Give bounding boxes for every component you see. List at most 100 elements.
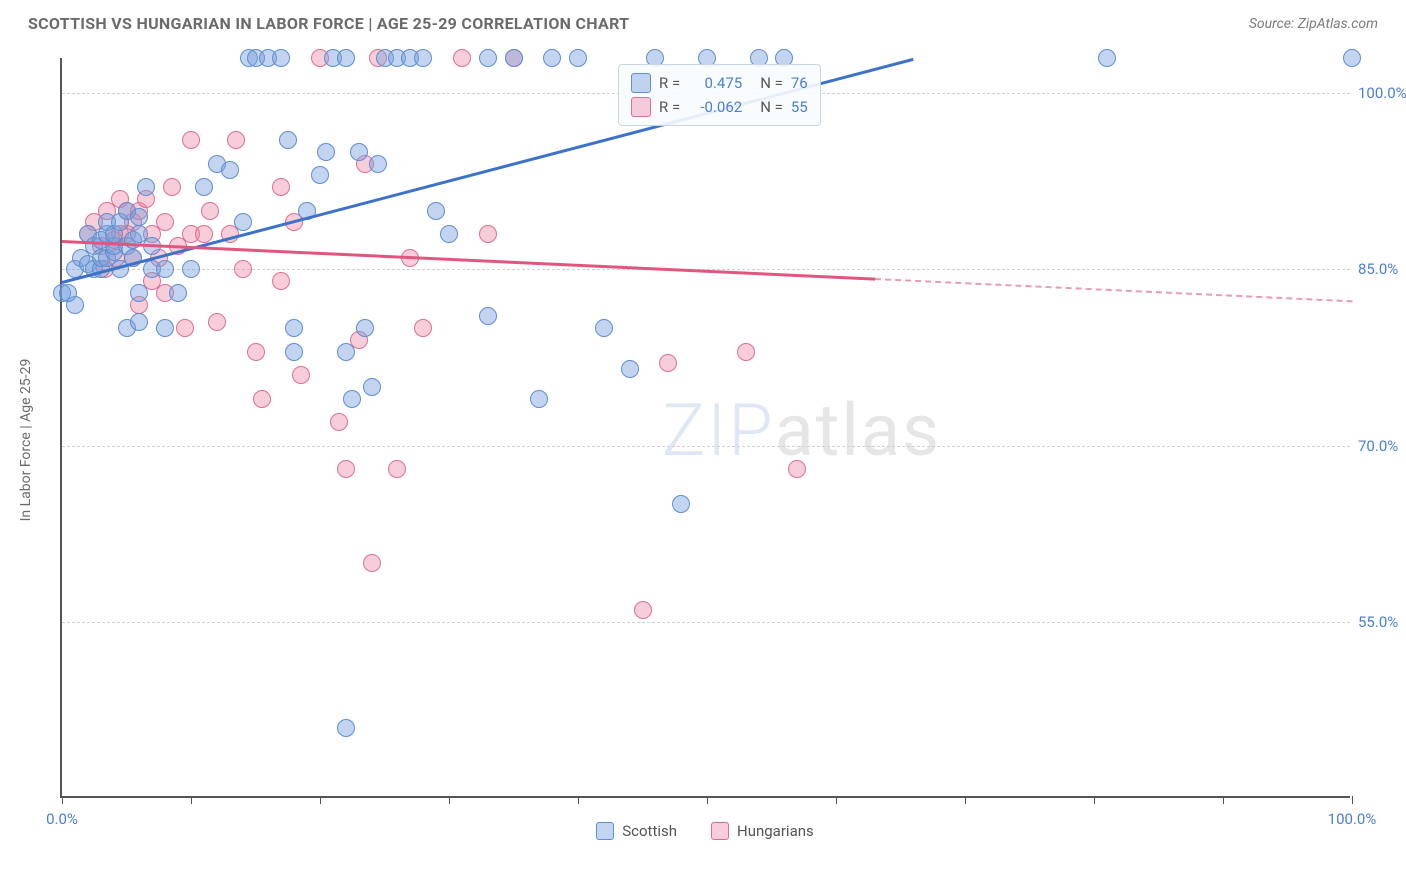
scatter-point-scottish (479, 49, 497, 67)
scatter-point-scottish (130, 313, 148, 331)
scatter-point-scottish (356, 319, 374, 337)
scatter-point-hungarians (227, 131, 245, 149)
scatter-point-hungarians (737, 343, 755, 361)
n-value: 76 (791, 74, 808, 92)
scatter-point-scottish (569, 49, 587, 67)
x-tick (320, 796, 321, 804)
scatter-point-hungarians (453, 49, 471, 67)
scatter-point-hungarians (201, 202, 219, 220)
scatter-point-hungarians (272, 272, 290, 290)
y-tick-label: 70.0% (1358, 437, 1406, 455)
x-tick (578, 796, 579, 804)
watermark-zip: ZIP (662, 388, 775, 473)
scatter-point-scottish (311, 166, 329, 184)
stats-row-scottish: R = 0.475 N = 76 (631, 71, 808, 95)
scatter-point-scottish (317, 143, 335, 161)
scatter-point-scottish (543, 49, 561, 67)
scatter-point-scottish (350, 143, 368, 161)
n-value: 55 (791, 98, 808, 116)
scatter-point-hungarians (272, 178, 290, 196)
scatter-point-scottish (414, 49, 432, 67)
chart-source: Source: ZipAtlas.com (1249, 16, 1378, 32)
scatter-point-scottish (279, 131, 297, 149)
scatter-point-scottish (1343, 49, 1361, 67)
stats-swatch (631, 73, 651, 93)
scatter-point-scottish (130, 208, 148, 226)
legend-label-hungarians: Hungarians (737, 822, 814, 840)
scatter-point-scottish (285, 343, 303, 361)
scatter-point-hungarians (234, 260, 252, 278)
r-label: R = (659, 98, 680, 116)
scatter-point-hungarians (659, 354, 677, 372)
scatter-point-hungarians (479, 225, 497, 243)
x-tick (1094, 796, 1095, 804)
x-tick (62, 796, 63, 804)
scatter-point-scottish (59, 284, 77, 302)
x-tick (449, 796, 450, 804)
scatter-point-scottish (440, 225, 458, 243)
gridline (62, 622, 1350, 623)
x-tick (1352, 796, 1353, 804)
r-value: -0.062 (688, 98, 742, 116)
scatter-point-scottish (195, 178, 213, 196)
n-label: N = (760, 98, 783, 116)
scatter-point-hungarians (208, 313, 226, 331)
r-label: R = (659, 74, 680, 92)
stats-legend: R = 0.475 N = 76 R = -0.062 N = 55 (618, 64, 821, 126)
legend-item-scottish: Scottish (596, 822, 677, 840)
n-label: N = (760, 74, 783, 92)
scatter-point-scottish (130, 284, 148, 302)
legend-label-scottish: Scottish (622, 822, 677, 840)
scatter-point-scottish (156, 260, 174, 278)
scatter-point-hungarians (195, 225, 213, 243)
scatter-point-scottish (137, 178, 155, 196)
scatter-point-hungarians (337, 460, 355, 478)
scatter-point-hungarians (363, 554, 381, 572)
bottom-legend: Scottish Hungarians (60, 822, 1350, 840)
trend-line (875, 278, 1352, 302)
scatter-point-scottish (427, 202, 445, 220)
y-tick-label: 85.0% (1358, 260, 1406, 278)
scatter-point-scottish (530, 390, 548, 408)
scatter-point-scottish (369, 155, 387, 173)
scatter-point-scottish (595, 319, 613, 337)
scatter-point-scottish (621, 360, 639, 378)
chart-area: ZIPatlas 55.0%70.0%85.0%100.0%0.0%100.0%… (60, 58, 1350, 798)
x-tick (1223, 796, 1224, 804)
scatter-point-hungarians (156, 213, 174, 231)
scatter-point-hungarians (292, 366, 310, 384)
scatter-point-scottish (505, 49, 523, 67)
scatter-point-scottish (234, 213, 252, 231)
y-tick-label: 100.0% (1358, 84, 1406, 102)
scatter-point-scottish (672, 495, 690, 513)
scatter-point-scottish (285, 319, 303, 337)
chart-title: SCOTTISH VS HUNGARIAN IN LABOR FORCE | A… (28, 14, 629, 33)
x-tick (191, 796, 192, 804)
scatter-point-scottish (1098, 49, 1116, 67)
plot-area: ZIPatlas 55.0%70.0%85.0%100.0%0.0%100.0%… (60, 58, 1350, 798)
scatter-point-hungarians (414, 319, 432, 337)
scatter-point-scottish (221, 161, 239, 179)
stats-row-hungarians: R = -0.062 N = 55 (631, 95, 808, 119)
stats-swatch (631, 97, 651, 117)
scatter-point-hungarians (330, 413, 348, 431)
r-value: 0.475 (688, 74, 742, 92)
scatter-point-scottish (343, 390, 361, 408)
scatter-point-hungarians (634, 601, 652, 619)
legend-swatch-scottish (596, 822, 614, 840)
scatter-point-hungarians (253, 390, 271, 408)
scatter-point-hungarians (788, 460, 806, 478)
scatter-point-scottish (337, 343, 355, 361)
scatter-point-hungarians (182, 131, 200, 149)
scatter-point-scottish (272, 49, 290, 67)
scatter-point-hungarians (163, 178, 181, 196)
legend-swatch-hungarians (711, 822, 729, 840)
scatter-point-scottish (363, 378, 381, 396)
x-tick (836, 796, 837, 804)
y-tick-label: 55.0% (1358, 613, 1406, 631)
scatter-point-scottish (337, 49, 355, 67)
scatter-point-scottish (182, 260, 200, 278)
scatter-point-scottish (169, 284, 187, 302)
y-axis-label: In Labor Force | Age 25-29 (18, 359, 34, 522)
scatter-point-scottish (479, 307, 497, 325)
